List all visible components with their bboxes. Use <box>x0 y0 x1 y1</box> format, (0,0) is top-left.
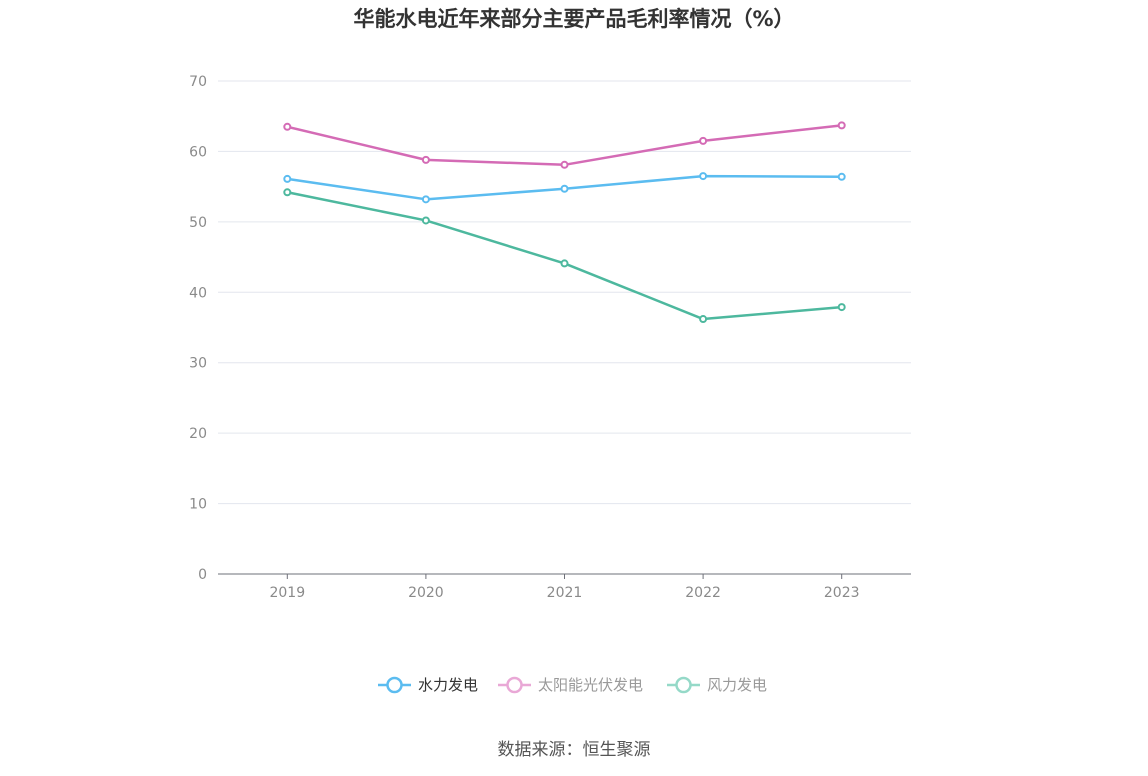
series-2 <box>283 188 846 324</box>
data-point[interactable] <box>837 172 846 181</box>
x-tick-label: 2023 <box>824 585 860 601</box>
legend-item[interactable]: 太阳能光伏发电 <box>498 676 643 694</box>
series-1 <box>283 121 846 169</box>
data-point[interactable] <box>283 122 292 131</box>
series-line <box>287 124 842 167</box>
legend-item[interactable]: 水力发电 <box>378 676 478 694</box>
y-tick-label: 40 <box>189 285 207 301</box>
legend-item[interactable]: 风力发电 <box>667 676 767 694</box>
y-tick-label: 60 <box>189 144 207 160</box>
data-point[interactable] <box>560 184 569 193</box>
y-tick-label: 20 <box>189 426 207 442</box>
y-tick-label: 10 <box>189 497 207 513</box>
data-point[interactable] <box>560 259 569 268</box>
data-point[interactable] <box>421 155 430 164</box>
y-axis: 0 10 20 30 40 50 60 70 <box>189 74 207 583</box>
data-point[interactable] <box>421 216 430 225</box>
x-tick-label: 2019 <box>269 585 305 601</box>
x-tick-label: 2020 <box>408 585 444 601</box>
x-tick-label: 2021 <box>547 585 583 601</box>
y-tick-label: 30 <box>189 356 207 372</box>
legend: 水力发电 太阳能光伏发电 风力发电 <box>378 676 767 694</box>
legend-label: 风力发电 <box>707 676 767 694</box>
data-point[interactable] <box>837 121 846 130</box>
data-point[interactable] <box>283 174 292 183</box>
data-point[interactable] <box>837 303 846 312</box>
legend-marker <box>386 676 403 694</box>
y-tick-label: 70 <box>189 74 207 90</box>
legend-label: 太阳能光伏发电 <box>538 676 643 694</box>
series-0 <box>283 172 846 204</box>
source-note: 数据来源：恒生聚源 <box>498 740 651 760</box>
data-point[interactable] <box>699 315 708 324</box>
legend-marker <box>675 676 692 694</box>
series-line <box>287 191 842 321</box>
grid-lines <box>218 80 911 505</box>
x-tick-label: 2022 <box>685 585 721 601</box>
x-axis: 2019 2020 2021 2022 2023 <box>218 573 911 601</box>
data-point[interactable] <box>699 136 708 145</box>
legend-label: 水力发电 <box>418 676 478 694</box>
y-tick-label: 50 <box>189 215 207 231</box>
y-tick-label: 0 <box>198 567 207 583</box>
data-point[interactable] <box>699 172 708 181</box>
data-point[interactable] <box>283 188 292 197</box>
chart-title: 华能水电近年来部分主要产品毛利率情况（%） <box>353 7 794 31</box>
series-layer <box>283 121 846 324</box>
data-point[interactable] <box>421 195 430 204</box>
data-point[interactable] <box>560 160 569 169</box>
legend-marker <box>506 676 523 694</box>
